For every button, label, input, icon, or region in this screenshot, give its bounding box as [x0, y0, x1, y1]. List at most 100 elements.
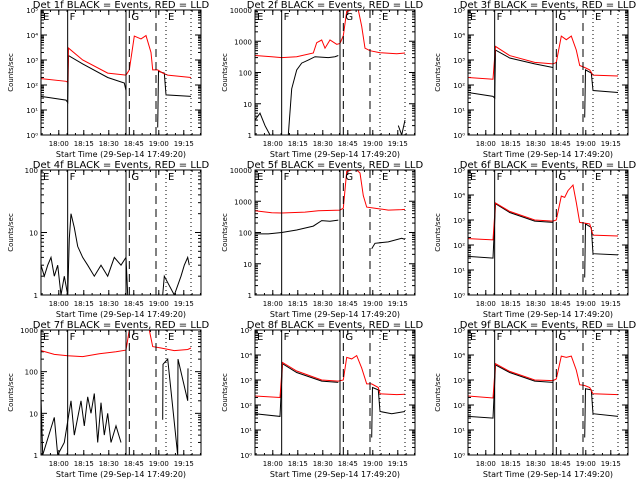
panel-title: Det 4f BLACK = Events, RED = LLD — [33, 160, 210, 171]
x-tick-label: 19:15 — [388, 460, 408, 468]
x-tick-label: 18:45 — [338, 460, 358, 468]
y-tick-label: 1000 — [234, 198, 252, 206]
y-axis-label: Counts/sec — [221, 53, 229, 92]
panel-title: Det 6f BLACK = Events, RED = LLD — [460, 160, 637, 171]
plot-area — [41, 330, 192, 455]
x-tick-label: 18:15 — [288, 460, 308, 468]
series-lld-line — [468, 35, 619, 80]
x-tick-label: 19:15 — [388, 140, 408, 148]
y-tick-label: 10000 — [230, 167, 252, 175]
plot-area — [255, 170, 406, 250]
y-tick-label: 10⁵ — [453, 167, 465, 175]
x-tick-label: 18:30 — [526, 140, 546, 148]
plot-frame — [40, 9, 202, 136]
panel-title: Det 5f BLACK = Events, RED = LLD — [247, 160, 424, 171]
x-tick-label: 18:45 — [124, 460, 144, 468]
series-events-line — [41, 213, 190, 295]
x-tick-label: 18:15 — [74, 300, 94, 308]
series-lld-line — [255, 354, 406, 399]
y-tick-label: 10⁴ — [453, 32, 465, 40]
panel-det-3: Det 3f BLACK = Events, RED = LLD Counts/s… — [434, 0, 636, 159]
x-axis-label: Start Time (29-Sep-14 17:49:20) — [483, 470, 613, 479]
x-tick-label: 19:15 — [601, 140, 621, 148]
interval-marker-label: E — [470, 332, 476, 343]
x-tick-label: 18:15 — [74, 460, 94, 468]
panel-det-8: Det 8f BLACK = Events, RED = LLD Counts/s… — [221, 320, 423, 479]
x-tick-label: 18:45 — [124, 140, 144, 148]
x-tick-label: 18:30 — [526, 460, 546, 468]
y-tick-label: 100 — [239, 230, 252, 238]
interval-marker-label: G — [131, 332, 139, 343]
y-axis-label: Counts/sec — [434, 373, 442, 412]
y-tick-label: 100 — [25, 167, 38, 175]
y-tick-label: 10⁵ — [240, 327, 252, 335]
interval-marker-label: F — [497, 332, 503, 343]
series-lld-line — [41, 34, 192, 84]
series-events-line — [468, 49, 619, 118]
panel-title: Det 3f BLACK = Events, RED = LLD — [460, 0, 637, 11]
panel-det-2: Det 2f BLACK = Events, RED = LLD Counts/s… — [221, 0, 423, 159]
x-tick-label: 18:30 — [526, 300, 546, 308]
plot-area — [468, 35, 619, 118]
series-lld-line — [41, 330, 192, 358]
interval-marker-label: G — [558, 332, 566, 343]
y-tick-label: 10⁴ — [453, 192, 465, 200]
y-tick-label: 10³ — [453, 377, 465, 385]
interval-marker-label: E — [43, 332, 49, 343]
panel-det-5: Det 5f BLACK = Events, RED = LLD Counts/s… — [221, 160, 423, 319]
y-tick-label: 1000 — [20, 327, 38, 335]
interval-marker-label: E — [257, 332, 263, 343]
y-tick-label: 10000 — [230, 7, 252, 15]
x-tick-label: 19:00 — [363, 300, 383, 308]
x-tick-label: 18:30 — [313, 300, 333, 308]
interval-marker-label: E — [595, 332, 601, 343]
panel-title: Det 2f BLACK = Events, RED = LLD — [247, 0, 424, 11]
interval-marker-label: F — [497, 172, 503, 183]
x-tick-label: 18:15 — [501, 140, 521, 148]
x-tick-label: 19:00 — [149, 460, 169, 468]
series-events-line — [468, 202, 619, 278]
interval-marker-label: F — [70, 332, 76, 343]
y-tick-label: 10¹ — [453, 107, 465, 115]
y-tick-label: 10² — [453, 82, 465, 90]
y-tick-label: 10⁴ — [240, 352, 252, 360]
y-axis-label: Counts/sec — [7, 213, 15, 252]
x-tick-label: 19:15 — [601, 460, 621, 468]
interval-marker-label: E — [595, 172, 601, 183]
panel-det-1: Det 1f BLACK = Events, RED = LLD Counts/s… — [7, 0, 209, 159]
series-events-line — [41, 54, 192, 128]
interval-marker-label: F — [70, 172, 76, 183]
x-tick-label: 18:30 — [99, 300, 119, 308]
x-axis-label: Start Time (29-Sep-14 17:49:20) — [56, 310, 186, 319]
plot-frame — [254, 9, 416, 136]
interval-marker-label: G — [131, 12, 139, 23]
interval-marker-label: F — [284, 332, 290, 343]
plot-frame — [254, 329, 416, 456]
y-tick-label: 10⁵ — [453, 327, 465, 335]
series-lld-line — [255, 170, 406, 214]
panel-det-7: Det 7f BLACK = Events, RED = LLD Counts/s… — [7, 320, 209, 479]
y-tick-label: 10⁰ — [240, 452, 252, 460]
interval-marker-label: F — [284, 172, 290, 183]
series-events-line — [255, 219, 406, 250]
y-axis-label: Counts/sec — [221, 213, 229, 252]
y-tick-label: 1 — [34, 452, 38, 460]
y-tick-label: 10 — [243, 261, 252, 269]
x-tick-label: 18:00 — [263, 460, 283, 468]
x-tick-label: 19:00 — [576, 460, 596, 468]
x-axis-label: Start Time (29-Sep-14 17:49:20) — [270, 470, 400, 479]
x-axis-label: Start Time (29-Sep-14 17:49:20) — [56, 470, 186, 479]
x-tick-label: 18:30 — [313, 460, 333, 468]
series-events-line — [255, 55, 406, 135]
plot-frame — [467, 9, 629, 136]
x-tick-label: 18:00 — [476, 300, 496, 308]
series-lld-line — [468, 184, 619, 241]
interval-marker-label: G — [131, 172, 139, 183]
plot-area — [41, 34, 192, 128]
x-tick-label: 18:15 — [74, 140, 94, 148]
plot-frame — [40, 329, 202, 456]
x-tick-label: 19:15 — [174, 460, 194, 468]
panel-title: Det 1f BLACK = Events, RED = LLD — [33, 0, 210, 11]
x-tick-label: 18:45 — [124, 300, 144, 308]
y-tick-label: 10² — [453, 242, 465, 250]
